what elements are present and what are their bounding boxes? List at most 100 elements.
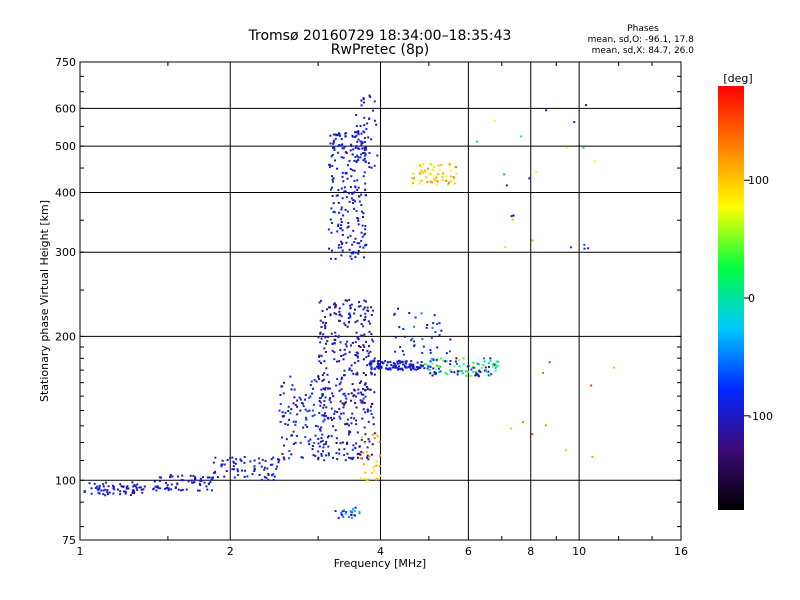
data-point bbox=[375, 478, 378, 481]
data-point bbox=[375, 433, 378, 436]
data-point bbox=[531, 239, 534, 242]
data-point bbox=[348, 430, 351, 433]
data-point bbox=[331, 175, 334, 178]
data-point bbox=[369, 388, 372, 391]
data-point bbox=[461, 372, 464, 375]
data-point bbox=[418, 182, 421, 185]
data-point bbox=[319, 319, 322, 322]
data-point bbox=[531, 433, 534, 436]
data-point bbox=[361, 388, 364, 391]
data-point bbox=[326, 340, 329, 343]
data-point bbox=[100, 489, 103, 492]
data-point bbox=[454, 166, 457, 169]
data-point bbox=[346, 441, 349, 444]
data-point bbox=[583, 247, 586, 250]
data-point bbox=[351, 169, 354, 172]
data-point bbox=[455, 357, 458, 360]
data-point bbox=[290, 388, 293, 391]
data-point bbox=[165, 481, 168, 484]
data-point bbox=[456, 370, 459, 373]
data-point bbox=[292, 402, 295, 405]
chart-title: Tromsø 20160729 18:34:00–18:35:43 bbox=[248, 28, 512, 44]
data-point bbox=[370, 367, 373, 370]
data-point bbox=[355, 114, 358, 117]
data-point bbox=[335, 437, 338, 440]
data-point bbox=[323, 360, 326, 363]
data-point bbox=[153, 480, 156, 483]
data-point bbox=[370, 314, 373, 317]
data-point bbox=[337, 145, 340, 148]
data-point bbox=[332, 133, 335, 136]
data-point bbox=[429, 351, 432, 354]
data-point bbox=[378, 367, 381, 370]
data-point bbox=[363, 244, 366, 247]
data-point bbox=[363, 154, 366, 157]
data-point bbox=[429, 365, 432, 368]
data-point bbox=[317, 450, 320, 453]
data-point bbox=[429, 162, 432, 165]
data-point bbox=[106, 493, 109, 496]
data-point bbox=[350, 392, 353, 395]
data-point bbox=[200, 480, 203, 483]
data-point bbox=[351, 511, 354, 514]
data-point bbox=[360, 438, 363, 441]
data-point bbox=[362, 215, 365, 218]
data-point bbox=[373, 357, 376, 360]
data-point bbox=[349, 314, 352, 317]
data-point bbox=[361, 235, 364, 238]
data-point bbox=[368, 94, 371, 97]
data-point bbox=[425, 363, 428, 366]
data-point bbox=[355, 131, 358, 134]
data-point bbox=[455, 172, 458, 175]
data-point bbox=[365, 127, 368, 130]
data-point bbox=[341, 147, 344, 150]
data-point bbox=[194, 478, 197, 481]
data-point bbox=[495, 360, 498, 363]
data-point bbox=[368, 166, 371, 169]
data-point bbox=[302, 402, 305, 405]
data-point bbox=[106, 491, 109, 494]
data-point bbox=[338, 360, 341, 363]
data-point bbox=[431, 181, 434, 184]
data-point bbox=[341, 441, 344, 444]
data-point bbox=[320, 440, 323, 443]
data-point bbox=[196, 489, 199, 492]
data-point bbox=[334, 159, 337, 162]
data-point bbox=[364, 318, 367, 321]
data-point bbox=[237, 474, 240, 477]
data-point bbox=[333, 342, 336, 345]
data-point bbox=[435, 175, 438, 178]
data-point bbox=[167, 489, 170, 492]
data-point bbox=[97, 491, 100, 494]
data-point bbox=[452, 176, 455, 179]
data-point bbox=[90, 487, 93, 490]
data-point bbox=[324, 388, 327, 391]
data-point bbox=[360, 104, 363, 107]
data-point bbox=[413, 340, 416, 343]
data-point bbox=[363, 401, 366, 404]
data-point bbox=[333, 410, 336, 413]
data-point bbox=[449, 180, 452, 183]
data-point bbox=[368, 440, 371, 443]
data-point bbox=[416, 361, 419, 364]
data-point bbox=[341, 229, 344, 232]
data-point bbox=[138, 486, 141, 489]
data-point bbox=[264, 460, 267, 463]
data-point bbox=[288, 457, 291, 460]
data-point bbox=[321, 439, 324, 442]
data-point bbox=[493, 119, 496, 122]
data-point bbox=[344, 299, 347, 302]
x-tick-label: 2 bbox=[227, 545, 234, 558]
y-tick-label: 100 bbox=[55, 474, 76, 487]
data-point bbox=[281, 436, 284, 439]
data-point bbox=[379, 454, 382, 457]
data-point bbox=[380, 365, 383, 368]
data-point bbox=[358, 512, 361, 515]
data-point bbox=[334, 429, 337, 432]
data-point bbox=[357, 392, 360, 395]
data-point bbox=[263, 468, 266, 471]
data-point bbox=[429, 349, 432, 352]
data-point bbox=[366, 306, 369, 309]
data-point bbox=[449, 359, 452, 362]
data-point bbox=[354, 447, 357, 450]
